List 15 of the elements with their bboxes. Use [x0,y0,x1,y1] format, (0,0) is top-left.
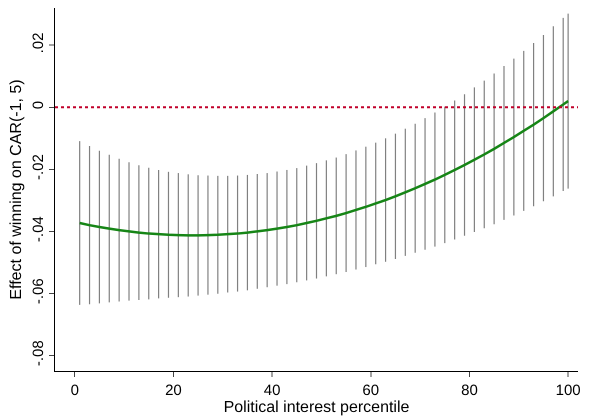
line-series [78,100,570,237]
x-tick-label: 20 [165,382,182,399]
y-tick-label: -.08 [30,340,47,366]
x-tick-label: 60 [362,382,380,399]
y-tick-label: -.02 [30,154,47,180]
y-tick-label: 0 [30,100,47,110]
y-tick-label: -.04 [30,216,47,242]
y-axis-title: Effect of winning on CAR(-1, 5) [8,79,25,300]
y-tick-label: -.06 [30,278,47,304]
y-tick-label: .02 [30,32,47,54]
x-tick-label: 40 [264,382,280,399]
x-axis-title: Political interest percentile [224,399,410,416]
x-tick-label: 100 [556,382,581,399]
x-tick-label: 0 [70,382,79,399]
x-tick-label: 80 [461,382,478,399]
